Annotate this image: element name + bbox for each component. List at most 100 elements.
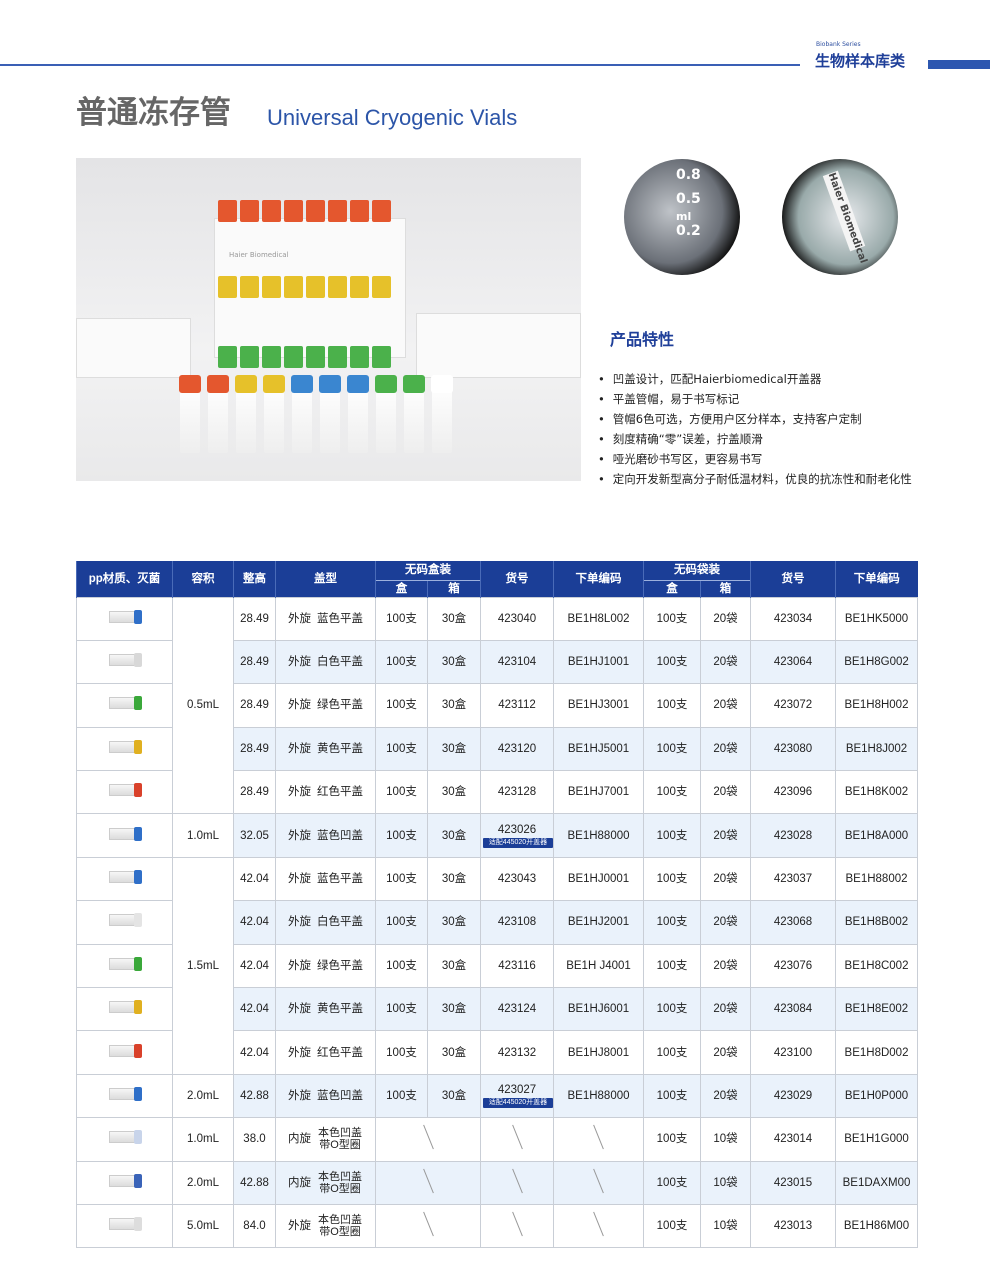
thread-type: 外旋: [288, 699, 311, 712]
bag-item-no-cell: 423028: [750, 813, 836, 858]
box-qty-cell: 100支: [375, 639, 428, 685]
item-no-cell: 423112: [480, 683, 554, 728]
order-code-cell: BE1HJ2001: [553, 900, 644, 945]
cap-type: 外旋 黄色平盖: [288, 742, 363, 756]
empty-order-code-cell: [553, 1117, 644, 1162]
cap-type-cell: 外旋 白色平盖: [275, 900, 376, 945]
green-caps-row: [218, 346, 391, 368]
bag-item-no-cell: 423034: [750, 596, 836, 641]
bag-box-qty-cell: 100支: [643, 987, 701, 1032]
cap-type-cell: 外旋 蓝色凹盖: [275, 1073, 376, 1119]
item-no: 423128: [497, 786, 537, 799]
vial-cap-swatch: [133, 783, 142, 798]
cap-desc: 蓝色凹盖: [317, 1089, 363, 1102]
vial-cap-swatch: [133, 956, 142, 971]
vial-cap-swatch: [133, 1086, 142, 1101]
table-row: 2.0mL 42.88 内旋 本色凹盖 带O型圈 100支 10袋 423015 BE1DAX…: [76, 1160, 918, 1205]
bag-order-code-cell: BE1HK5000: [835, 596, 918, 641]
item-no-cell: 423120: [480, 726, 554, 772]
order-code-cell: BE1HJ1001: [553, 639, 644, 685]
header-case: 箱: [427, 579, 481, 597]
box-qty-cell: 100支: [375, 683, 428, 728]
bag-box-qty-cell: 100支: [643, 726, 701, 772]
vial-thumbnail-cell: [76, 900, 173, 945]
scale-closeup-photo: 0.8 0.5 ml 0.2: [624, 159, 740, 275]
cap-desc: 本色凹盖 带O型圈: [318, 1170, 362, 1195]
box-qty-cell: 100支: [375, 770, 428, 815]
volume-cell: 2.0mL: [172, 1073, 234, 1119]
item-no-cell: 423128: [480, 770, 554, 815]
bag-order-code-cell: BE1H86M00: [835, 1203, 918, 1249]
vial-thumbnail: [108, 826, 142, 841]
table-row: 1.5mL 42.04 外旋 蓝色平盖 100支 30盒 423043 BE1HJ0001 10…: [76, 856, 918, 1075]
table-row: 0.5mL 28.49 外旋 蓝色平盖 100支 30盒 423040 BE1H8L002 10…: [76, 596, 918, 815]
bag-item-no-cell: 423068: [750, 900, 836, 945]
vial-cap-swatch: [133, 1173, 142, 1188]
thread-type: 外旋: [288, 1003, 311, 1016]
bag-case-qty-cell: 20袋: [700, 770, 751, 815]
header-bag-item-no: 货号: [750, 561, 836, 597]
item-no-cell: 423132: [480, 1030, 554, 1075]
case-qty-cell: 30盒: [427, 596, 481, 641]
bag-item-no-cell: 423064: [750, 639, 836, 685]
scale-mark: 0.2: [676, 223, 701, 239]
item-no-cell: 423027 适配445020开盖器: [480, 1073, 554, 1119]
not-applicable-slash: [511, 1125, 523, 1150]
item-no: 423043: [497, 873, 537, 886]
bag-case-qty-cell: 20袋: [700, 639, 751, 685]
thread-type: 外旋: [288, 829, 311, 842]
bag-order-code-cell: BE1H8G002: [835, 639, 918, 685]
vial-cap-swatch: [133, 739, 142, 754]
opener-compat-badge: 适配445020开盖器: [483, 1098, 553, 1109]
series-label-en: Biobank Series: [816, 41, 861, 48]
vial-thumbnail: [108, 1130, 142, 1145]
volume-cell: 5.0mL: [172, 1203, 234, 1249]
table-row: 42.04 外旋 红色平盖 100支 30盒 423132 BE1HJ8001 100支 20袋…: [76, 1030, 918, 1075]
empty-box-cell: [375, 1160, 481, 1205]
bag-item-no-cell: 423014: [750, 1117, 836, 1162]
not-applicable-slash: [511, 1168, 523, 1194]
item-no: 423120: [497, 742, 537, 755]
cap-type: 外旋 白色平盖: [288, 915, 363, 929]
vial-thumbnail-cell: [76, 1073, 173, 1119]
bag-box-qty-cell: 100支: [643, 770, 701, 815]
bag-item-no-cell: 423029: [750, 1073, 836, 1119]
bag-order-code-cell: BE1H88002: [835, 856, 918, 902]
box-qty-cell: 100支: [375, 900, 428, 945]
order-code-cell: BE1H88000: [553, 813, 644, 858]
height-cell: 28.49: [233, 683, 276, 728]
bag-case-qty-cell: 20袋: [700, 1030, 751, 1075]
cap-type-cell: 外旋 绿色平盖: [275, 943, 376, 989]
page-title-en: Universal Cryogenic Vials: [267, 105, 518, 130]
bag-case-qty-cell: 20袋: [700, 900, 751, 945]
cap-type-cell: 外旋 绿色平盖: [275, 683, 376, 728]
table-row: 1.0mL 32.05 外旋 蓝色凹盖 100支 30盒 423026 适配445020开盖器…: [76, 813, 918, 858]
item-no-cell: 423124: [480, 987, 554, 1032]
vial-cap-swatch: [133, 1217, 142, 1232]
order-code-cell: BE1HJ5001: [553, 726, 644, 772]
height-cell: 28.49: [233, 726, 276, 772]
cap-type: 外旋 蓝色平盖: [288, 612, 363, 626]
volume-cell: 1.5mL: [172, 856, 234, 1075]
feature-item: 刻度精确“零”误差，拧盖顺滑: [598, 429, 912, 449]
cap-desc: 黄色平盖: [317, 742, 363, 755]
item-no-cell: 423040: [480, 596, 554, 641]
cap-desc: 本色凹盖 带O型圈: [318, 1127, 362, 1152]
vial-thumbnail: [108, 1000, 142, 1015]
item-no: 423027: [497, 1084, 537, 1097]
header-material: pp材质、灭菌: [76, 561, 173, 597]
bag-case-qty-cell: 10袋: [700, 1160, 751, 1205]
header-box-group-label: 无码盒装: [375, 561, 481, 580]
vial-thumbnail: [108, 653, 142, 668]
box-qty-cell: 100支: [375, 987, 428, 1032]
bag-item-no-cell: 423076: [750, 943, 836, 989]
bag-item-no-cell: 423084: [750, 987, 836, 1032]
feature-item: 定向开发新型高分子耐低温材料，优良的抗冻性和耐老化性: [598, 469, 912, 489]
volume-cell: 1.0mL: [172, 813, 234, 858]
height-cell: 84.0: [233, 1203, 276, 1249]
yellow-caps-row: [218, 276, 391, 298]
case-qty-cell: 30盒: [427, 770, 481, 815]
vial-cap-swatch: [133, 653, 142, 668]
opener-compat-badge: 适配445020开盖器: [483, 838, 553, 849]
bag-order-code-cell: BE1H8K002: [835, 770, 918, 815]
